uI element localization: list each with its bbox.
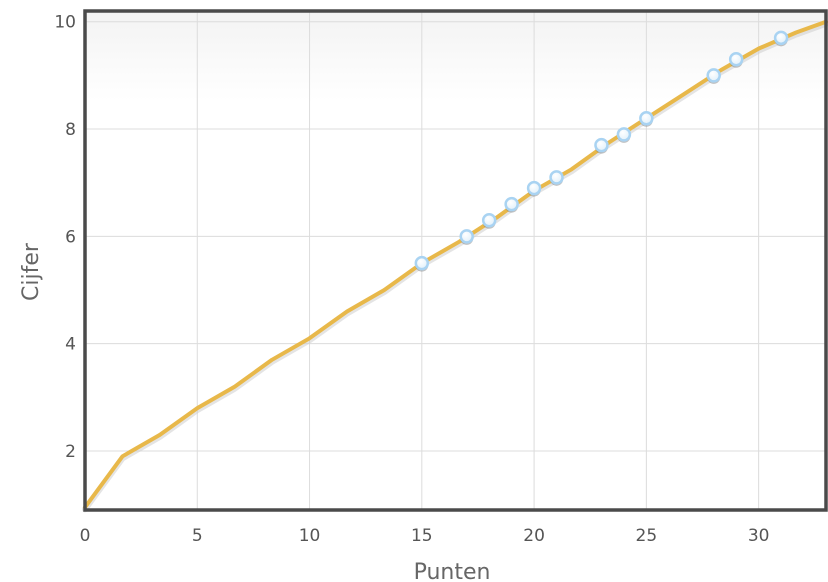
data-point[interactable] <box>728 52 744 67</box>
data-point[interactable] <box>549 170 564 185</box>
data-point[interactable] <box>414 255 430 271</box>
data-point[interactable] <box>504 196 519 212</box>
data-point[interactable] <box>594 137 609 153</box>
data-point[interactable] <box>459 229 474 244</box>
data-point[interactable] <box>616 127 632 142</box>
x-tick-labels: 0 5 10 15 20 25 30 <box>80 526 770 546</box>
y-tick-labels: 2 4 6 8 10 <box>54 13 76 462</box>
data-point[interactable] <box>706 68 721 83</box>
plot-frame <box>83 9 828 512</box>
data-point[interactable] <box>639 111 654 126</box>
plot-background <box>85 11 826 510</box>
x-axis-title: Punten <box>414 560 491 582</box>
x-tick-label: 0 <box>80 526 91 546</box>
x-tick-label: 5 <box>192 526 203 546</box>
y-tick-label: 10 <box>54 13 76 33</box>
data-point[interactable] <box>526 180 542 196</box>
x-tick-label: 20 <box>523 526 545 546</box>
y-axis-title: Cijfer <box>19 242 44 301</box>
y-tick-label: 8 <box>65 120 76 140</box>
data-point[interactable] <box>481 213 497 228</box>
y-tick-label: 2 <box>65 442 76 462</box>
y-tick-label: 4 <box>65 335 76 355</box>
data-point[interactable] <box>773 30 789 46</box>
y-tick-label: 6 <box>65 227 76 247</box>
x-tick-label: 10 <box>299 526 321 546</box>
markers-layer <box>414 30 789 272</box>
grid-lines <box>85 11 826 510</box>
x-tick-label: 25 <box>636 526 658 546</box>
x-tick-label: 15 <box>411 526 433 546</box>
x-tick-label: 30 <box>748 526 770 546</box>
